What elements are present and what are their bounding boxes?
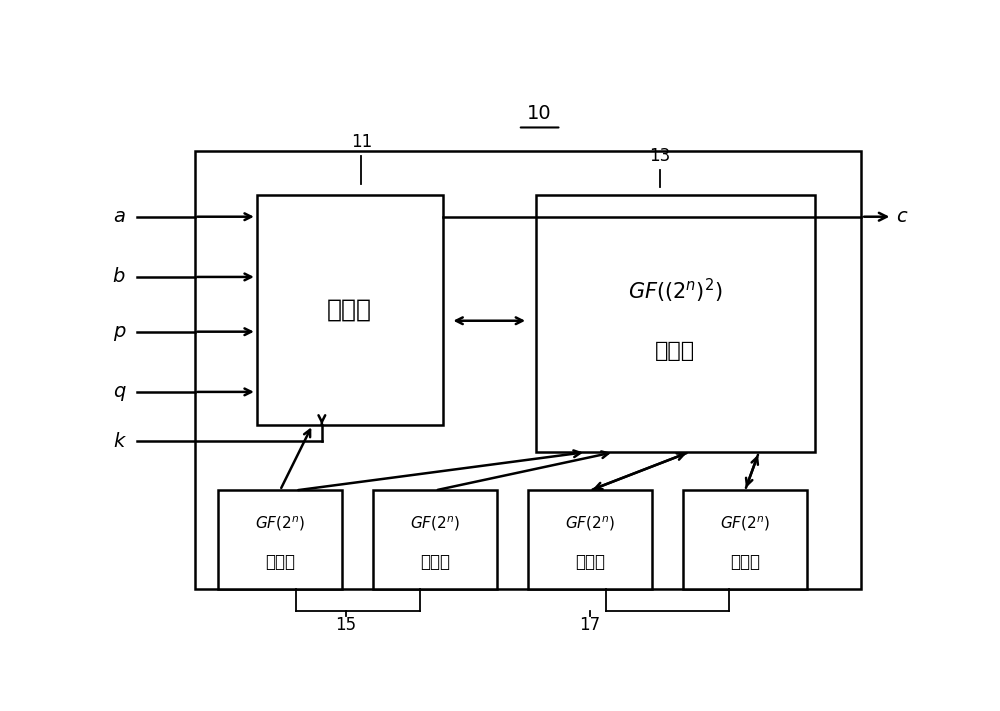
Bar (195, 151, 861, 589)
Text: $GF((2^n)^2)$: $GF((2^n)^2)$ (628, 277, 722, 305)
Text: 加法器: 加法器 (730, 552, 760, 571)
Text: 13: 13 (649, 146, 670, 165)
Text: 控制器: 控制器 (327, 298, 372, 322)
Text: $GF(2^n)$: $GF(2^n)$ (255, 514, 305, 533)
Text: 17: 17 (579, 616, 601, 634)
Text: 乘法器: 乘法器 (265, 552, 295, 571)
Text: a: a (113, 207, 125, 226)
Bar (683, 491, 807, 589)
Text: $GF(2^n)$: $GF(2^n)$ (410, 514, 460, 533)
Text: 11: 11 (351, 133, 372, 151)
Text: $GF(2^n)$: $GF(2^n)$ (565, 514, 615, 533)
Bar (528, 491, 652, 589)
Text: 乘法器: 乘法器 (420, 552, 450, 571)
Text: b: b (113, 267, 125, 287)
Bar (536, 195, 815, 452)
Text: 加法器: 加法器 (575, 552, 605, 571)
Text: c: c (896, 207, 907, 226)
Text: $GF(2^n)$: $GF(2^n)$ (720, 514, 770, 533)
Text: q: q (113, 383, 125, 402)
Bar (257, 195, 443, 424)
Text: k: k (114, 432, 125, 451)
Text: 10: 10 (527, 105, 552, 124)
Text: 15: 15 (335, 616, 356, 634)
Text: p: p (113, 322, 125, 341)
Text: 乘法器: 乘法器 (655, 341, 695, 361)
Bar (373, 491, 497, 589)
Bar (218, 491, 342, 589)
